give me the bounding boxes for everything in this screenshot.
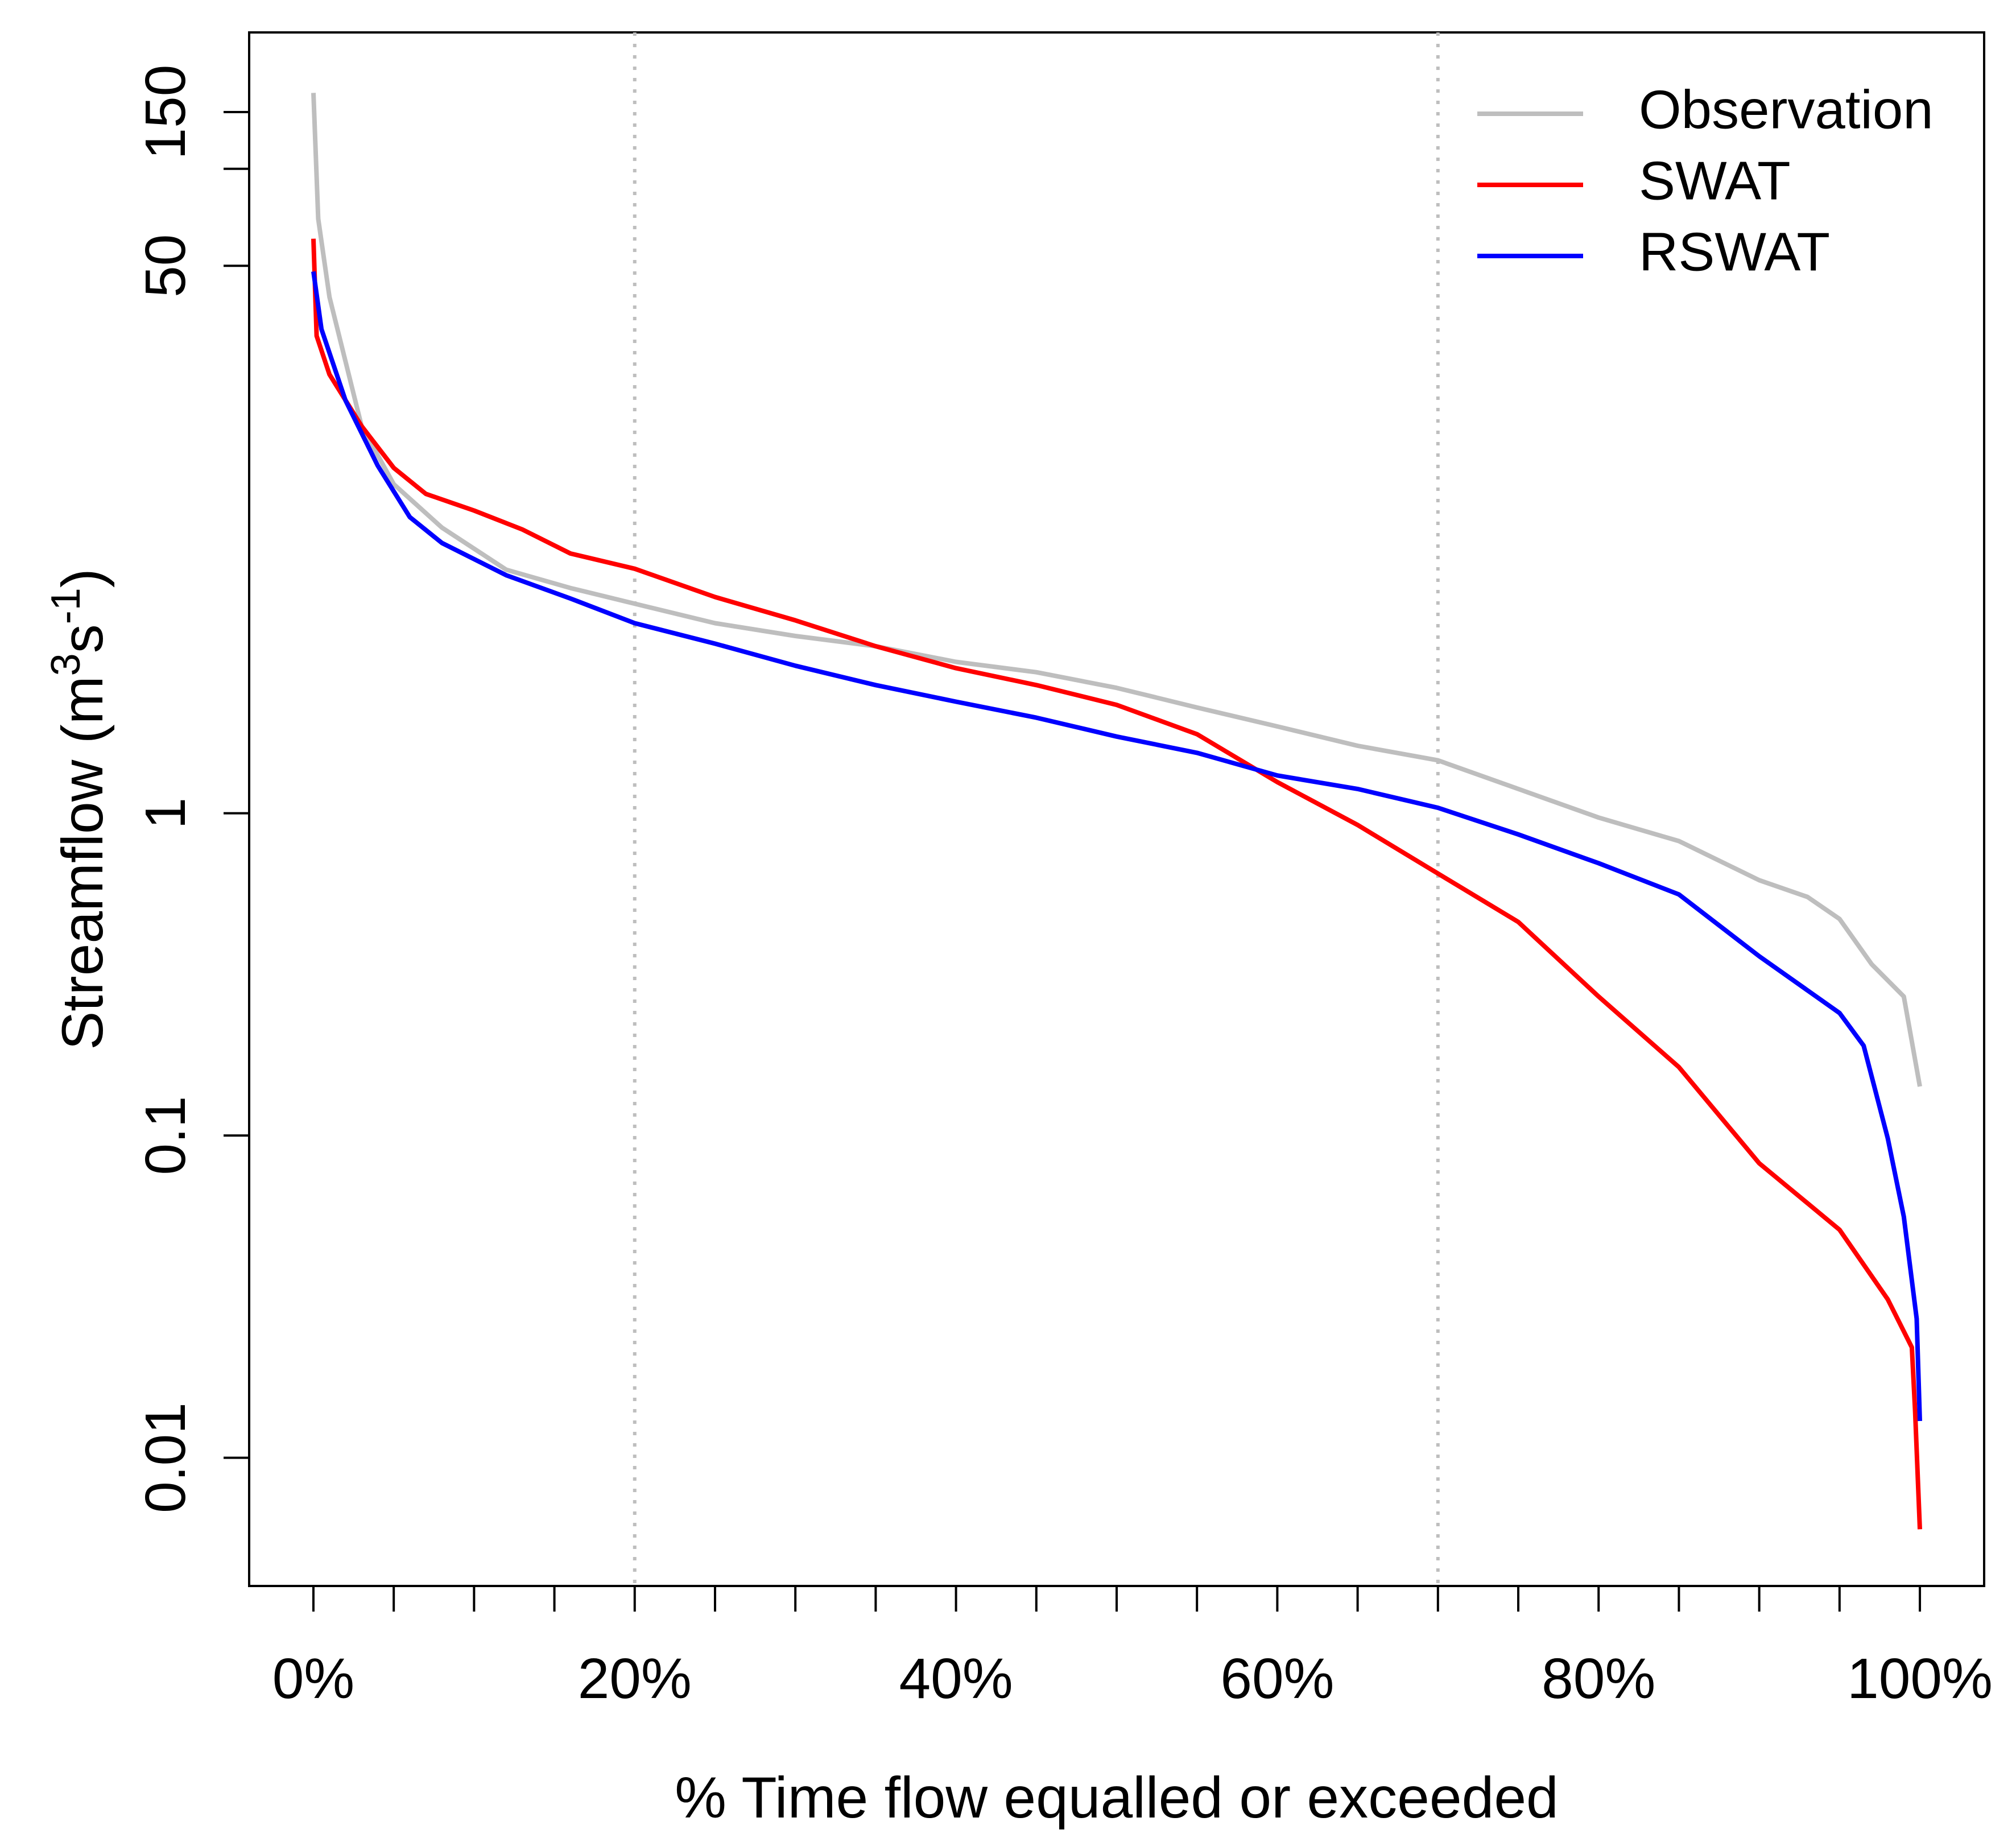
y-tick-label: 0.1 <box>134 1096 197 1175</box>
x-tick-label: 80% <box>1542 1647 1655 1711</box>
x-tick-label: 0% <box>272 1647 355 1711</box>
x-axis-label: % Time flow equalled or exceeded <box>675 1765 1559 1830</box>
x-tick-label: 20% <box>578 1647 692 1711</box>
y-tick-label: 1 <box>134 798 197 829</box>
y-tick-label: 50 <box>134 234 197 298</box>
series-line <box>311 93 1922 1087</box>
y-tick-label: 0.01 <box>134 1402 197 1513</box>
legend-label: Observation <box>1639 79 1934 140</box>
legend-label: SWAT <box>1639 150 1791 211</box>
x-tick-label: 40% <box>899 1647 1013 1711</box>
y-axis-label: Streamflow (m3s-1) <box>43 568 115 1050</box>
x-tick-label: 60% <box>1220 1647 1334 1711</box>
y-axis-label-part: Streamflow (m <box>50 676 115 1050</box>
y-axis-label-part: 3 <box>43 653 89 676</box>
y-axis-label-part: -1 <box>43 588 89 624</box>
series-line <box>311 271 1922 1422</box>
y-axis-label-part: s <box>50 624 115 653</box>
y-tick-label: 150 <box>134 65 197 160</box>
series-line <box>311 238 1922 1530</box>
x-tick-label: 100% <box>1847 1647 1993 1711</box>
legend-label: RSWAT <box>1639 221 1830 282</box>
y-axis-label-part: ) <box>50 568 115 588</box>
